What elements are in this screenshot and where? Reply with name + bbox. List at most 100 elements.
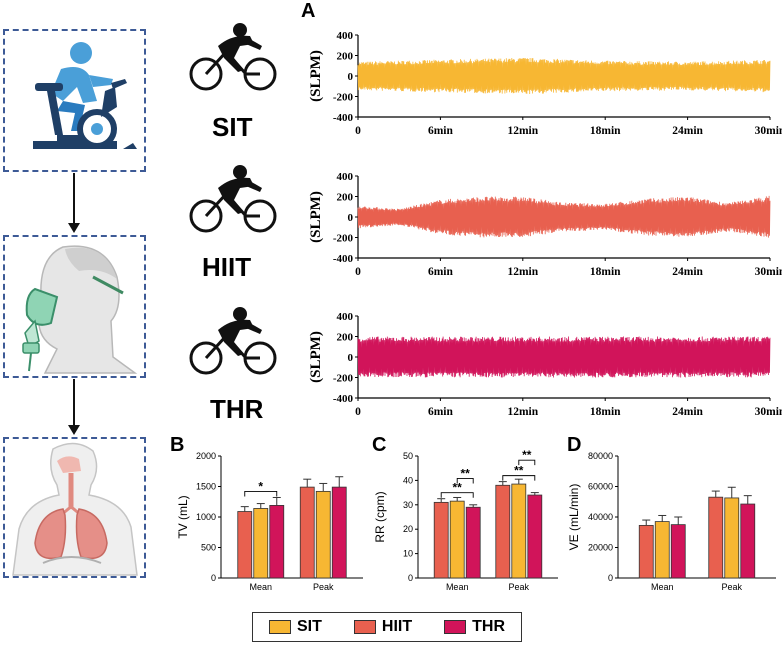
bar-c-peak-thr xyxy=(527,494,543,579)
x-tick-label-sit: 6min xyxy=(428,125,454,137)
bar-c-peak-hiit xyxy=(495,484,511,579)
bar-b-peak-thr xyxy=(331,486,347,579)
condition-label-hiit: HIIT xyxy=(202,252,252,282)
x-tick-label-d: Peak xyxy=(722,582,743,592)
y-axis-label-b: TV (mL) xyxy=(176,495,190,538)
bar-d-mean-sit xyxy=(654,521,670,579)
x-tick-label-thr: 18min xyxy=(590,406,621,418)
x-tick-label-hiit: 18min xyxy=(590,266,621,278)
cyclist-icon-sit xyxy=(189,23,277,91)
y-tick-label-sit: -200 xyxy=(333,92,354,104)
x-tick-label-thr: 24min xyxy=(672,406,703,418)
bar-d-mean-thr xyxy=(670,524,686,579)
workflow-box-exercise xyxy=(3,29,146,172)
x-tick-label-hiit: 30min xyxy=(755,266,782,278)
sig-label-c: ** xyxy=(453,481,463,495)
x-tick-label-hiit: 0 xyxy=(355,266,361,278)
x-tick-label-thr: 12min xyxy=(507,406,538,418)
cyclist-icon-thr xyxy=(189,307,277,375)
y-tick-label-c: 10 xyxy=(403,549,413,559)
y-tick-label-thr: 400 xyxy=(337,311,354,323)
sig-label-c: ** xyxy=(522,448,532,462)
y-axis-label-c: RR (cpm) xyxy=(373,491,387,542)
x-tick-label-thr: 30min xyxy=(755,406,782,418)
sig-label-c: ** xyxy=(461,466,471,480)
y-tick-label-thr: -200 xyxy=(333,373,354,385)
x-tick-label-sit: 0 xyxy=(355,125,361,137)
y-tick-label-b: 500 xyxy=(201,543,216,553)
y-tick-label-sit: -400 xyxy=(333,112,354,124)
bar-c-mean-sit xyxy=(449,500,465,579)
bar-b-mean-sit xyxy=(253,508,269,579)
legend-item-hiit: HIIT xyxy=(353,618,413,636)
gas-mask-subject-icon xyxy=(22,245,138,374)
legend-label-hiit: HIIT xyxy=(381,618,413,635)
x-tick-label-sit: 18min xyxy=(590,125,621,137)
y-tick-label-c: 0 xyxy=(408,573,413,583)
bar-b-mean-thr xyxy=(269,505,285,579)
workflow-box-respiratory xyxy=(3,437,146,578)
flow-arrow-1-head xyxy=(68,223,80,233)
sig-label-c: ** xyxy=(514,464,524,478)
bar-c-peak-sit xyxy=(511,483,527,579)
waveform-sit xyxy=(357,57,771,95)
x-tick-label-sit: 24min xyxy=(672,125,703,137)
x-tick-label-b: Mean xyxy=(250,582,273,592)
y-tick-label-c: 30 xyxy=(403,500,413,510)
y-tick-label-b: 2000 xyxy=(196,451,216,461)
y-tick-label-thr: 200 xyxy=(337,332,354,344)
y-tick-label-thr: 0 xyxy=(348,352,354,364)
y-tick-label-thr: -400 xyxy=(333,393,354,405)
y-tick-label-hiit: -400 xyxy=(333,253,354,265)
x-tick-label-sit: 30min xyxy=(755,125,782,137)
respiratory-system-icon xyxy=(12,442,138,576)
y-tick-label-hiit: -200 xyxy=(333,233,354,245)
x-tick-label-hiit: 12min xyxy=(507,266,538,278)
y-tick-label-sit: 200 xyxy=(337,51,354,63)
y-tick-label-hiit: 200 xyxy=(337,192,354,204)
x-tick-label-c: Mean xyxy=(446,582,469,592)
y-axis-label-sit: (SLPM) xyxy=(308,50,324,102)
flow-arrow-1-line xyxy=(73,173,75,225)
sig-bracket-c xyxy=(456,478,474,484)
x-tick-label-thr: 0 xyxy=(355,406,361,418)
bar-d-peak-sit xyxy=(724,497,740,579)
legend-item-thr: THR xyxy=(444,618,505,636)
legend-label-thr: THR xyxy=(472,618,505,635)
y-tick-label-c: 50 xyxy=(403,451,413,461)
y-tick-label-b: 0 xyxy=(211,573,216,583)
y-tick-label-c: 20 xyxy=(403,524,413,534)
legend: SIT HIIT THR xyxy=(252,612,522,642)
sig-bracket-b xyxy=(244,491,278,497)
x-tick-label-thr: 6min xyxy=(428,406,454,418)
panel-letter-c: C xyxy=(372,434,387,456)
y-tick-label-b: 1500 xyxy=(196,482,216,492)
bar-c-mean-thr xyxy=(465,506,481,579)
bar-b-peak-hiit xyxy=(299,486,315,579)
sig-bracket-c xyxy=(440,492,474,498)
waveform-hiit xyxy=(357,195,771,238)
flow-arrow-2-line xyxy=(73,379,75,427)
x-tick-label-hiit: 24min xyxy=(672,266,703,278)
panel-letter-d: D xyxy=(567,434,582,456)
legend-swatch-thr xyxy=(444,620,467,634)
waveform-thr xyxy=(357,336,771,378)
bar-b-mean-hiit xyxy=(237,511,253,579)
x-tick-label-c: Peak xyxy=(509,582,530,592)
bar-d-peak-hiit xyxy=(708,496,724,579)
y-tick-label-b: 1000 xyxy=(196,512,216,522)
bar-b-peak-sit xyxy=(315,490,331,579)
x-tick-label-b: Peak xyxy=(313,582,334,592)
y-tick-label-sit: 400 xyxy=(337,30,354,42)
legend-swatch-sit xyxy=(269,620,291,634)
y-tick-label-d: 20000 xyxy=(588,543,613,553)
workflow-box-gas-mask xyxy=(3,235,146,378)
panel-letter-a: A xyxy=(301,0,316,22)
condition-label-thr: THR xyxy=(210,394,264,424)
flow-arrow-2-head xyxy=(68,425,80,435)
y-tick-label-d: 40000 xyxy=(588,512,613,522)
x-tick-label-sit: 12min xyxy=(507,125,538,137)
condition-label-sit: SIT xyxy=(212,112,253,142)
y-tick-label-d: 80000 xyxy=(588,451,613,461)
